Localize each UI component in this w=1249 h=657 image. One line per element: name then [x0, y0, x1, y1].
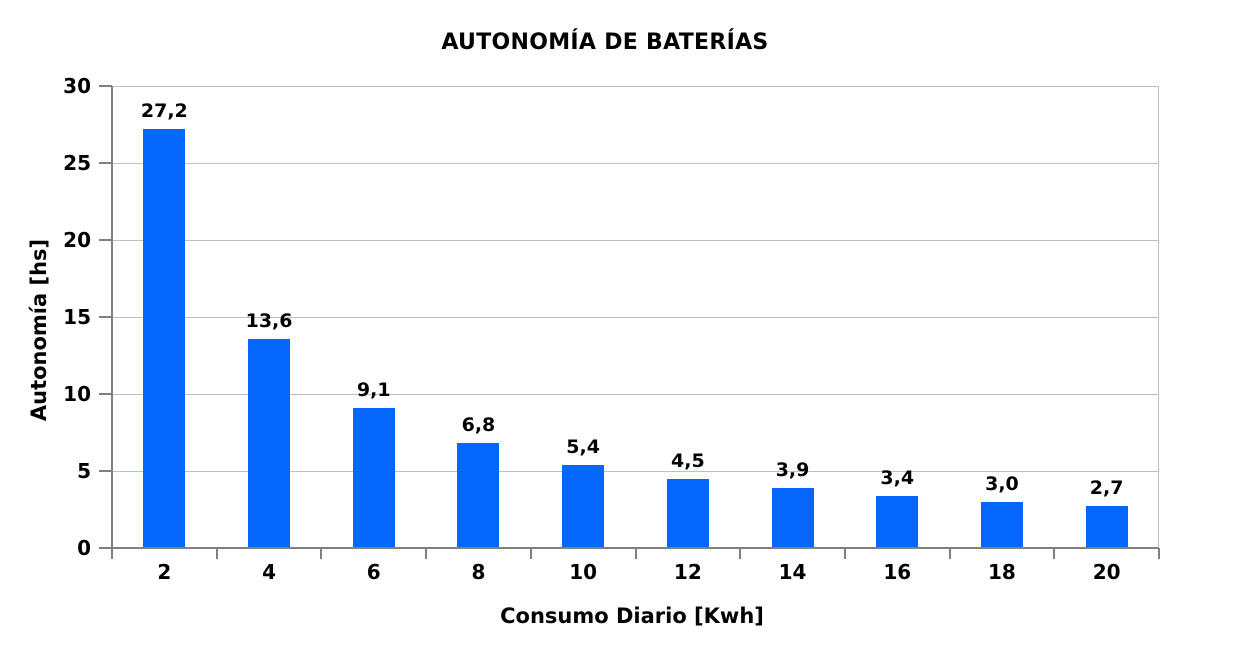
x-tick-label: 14 [778, 560, 807, 584]
bar-value-label: 3,0 [985, 472, 1019, 495]
x-tick-label: 18 [988, 560, 1016, 584]
bar [352, 407, 395, 548]
y-axis-tick [99, 85, 112, 87]
x-axis-tick [948, 548, 951, 559]
x-tick-label: 20 [1092, 560, 1121, 584]
y-axis-title: Autonomía [hs] [27, 238, 51, 422]
gridline [112, 393, 1159, 395]
x-axis-tick [739, 548, 742, 559]
bar [457, 443, 500, 548]
bar [876, 495, 919, 548]
y-axis-tick [99, 161, 112, 164]
x-tick-label: 16 [883, 560, 912, 584]
bar-value-label: 2,7 [1089, 477, 1124, 500]
bar-value-label: 4,5 [671, 449, 705, 472]
plot-area: 27,2 13,6 9,1 6,8 5,4 4,5 3,9 3,4 3,0 2,7 0 5 10 15 20… [63, 76, 1160, 582]
bar-value-label: 13,6 [245, 309, 293, 332]
bar-value-label: 5,4 [566, 435, 600, 458]
y-axis-tick [99, 316, 112, 318]
bar [980, 501, 1023, 548]
x-axis-tick [320, 548, 323, 559]
bar-value-label: 3,9 [775, 458, 810, 481]
x-tick-label: 4 [262, 560, 277, 584]
y-axis-line [111, 86, 113, 549]
x-axis-line [111, 547, 1159, 549]
bar [248, 338, 291, 548]
y-axis-tick [99, 238, 112, 241]
y-tick-label: 5 [77, 459, 91, 483]
x-axis-tick [1053, 548, 1056, 559]
bar-value-label: 3,4 [880, 466, 915, 489]
x-tick-label: 12 [673, 560, 702, 584]
y-tick-label: 25 [63, 150, 91, 175]
x-axis-title: Consumo Diario [Kwh] [500, 604, 764, 628]
bar [771, 487, 814, 548]
x-tick-label: 10 [569, 560, 598, 584]
x-axis-tick [634, 548, 637, 559]
bar-value-label: 6,8 [461, 414, 496, 437]
gridline [112, 317, 1159, 318]
chart-title: AUTONOMÍA DE BATERÍAS [441, 30, 769, 55]
bar [666, 478, 709, 548]
y-axis-tick [99, 547, 112, 549]
gridline [112, 471, 1159, 472]
x-axis-tick [843, 548, 846, 559]
bar [562, 464, 605, 548]
y-tick-label: 30 [63, 74, 91, 98]
x-tick-label: 2 [157, 560, 172, 584]
y-tick-label: 0 [77, 536, 91, 560]
x-axis-tick [425, 548, 428, 559]
y-tick-label: 10 [63, 381, 91, 406]
x-tick-label: 6 [366, 560, 381, 584]
y-tick-label: 20 [63, 227, 91, 252]
gridline [112, 86, 1159, 87]
gridline [112, 162, 1159, 164]
y-axis-tick [99, 470, 112, 472]
y-tick-label: 15 [63, 305, 91, 329]
bar-value-label: 9,1 [356, 378, 391, 401]
plot-right-border [1158, 86, 1159, 548]
bar [143, 129, 186, 548]
x-axis-tick [529, 548, 532, 559]
x-tick-label: 8 [471, 560, 486, 584]
x-axis-tick [215, 548, 218, 559]
x-axis-tick [111, 548, 113, 559]
y-axis-tick [99, 392, 112, 395]
x-axis-tick [1158, 548, 1160, 559]
bar [1085, 506, 1128, 548]
gridline [112, 239, 1159, 241]
bar-value-label: 27,2 [140, 100, 188, 123]
